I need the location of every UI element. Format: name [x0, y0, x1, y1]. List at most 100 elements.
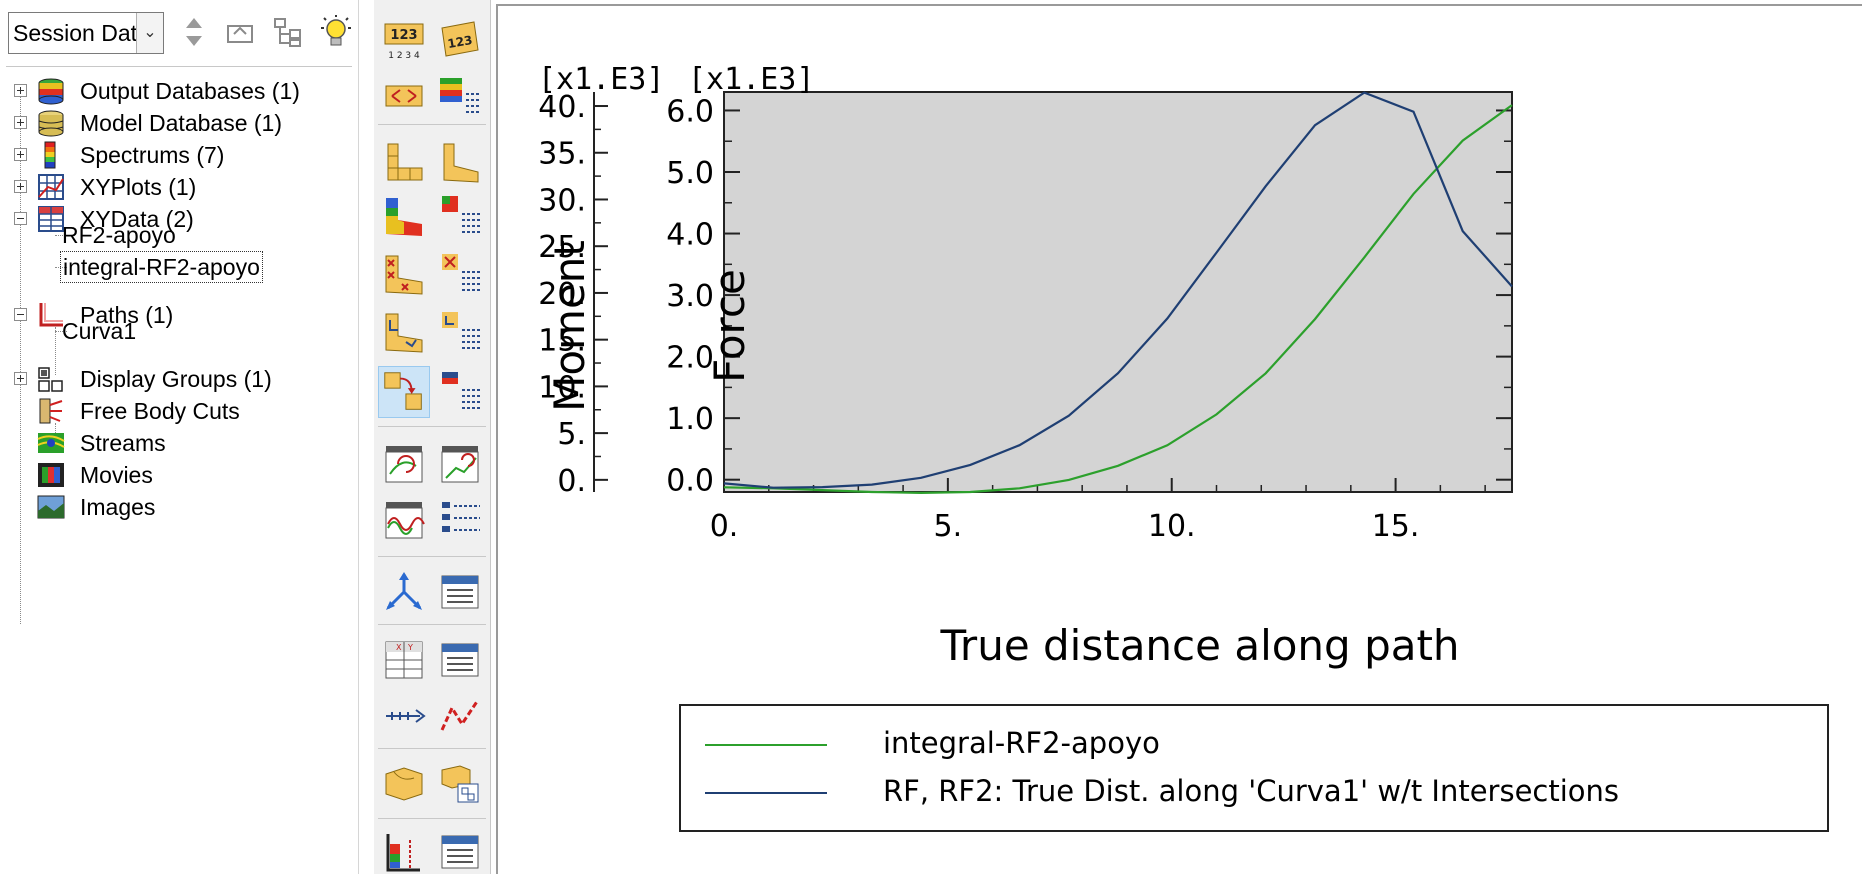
movie-film-icon [36, 461, 66, 489]
tree-item-free-body-cuts[interactable]: Free Body Cuts [6, 395, 346, 427]
left-axis-tick-label: 0. [557, 464, 586, 499]
report-field-output-icon[interactable]: 123 [438, 18, 482, 62]
animate-scale-factor-icon[interactable] [382, 442, 426, 486]
svg-text:1 2 3 4: 1 2 3 4 [388, 51, 420, 61]
expand-icon[interactable] [14, 180, 27, 193]
legend-entry-rf2: RF, RF2: True Dist. along 'Curva1' w/t I… [681, 772, 1827, 812]
plot-allowable-multiple-icon[interactable] [378, 366, 430, 418]
tree-label: integral-RF2-apoyo [60, 251, 263, 283]
model-tree: Output Databases (1) Model Database (1) … [6, 66, 352, 867]
legend-swatch [705, 744, 827, 746]
image-icon [36, 493, 66, 521]
right-axis-tick-label: 1.0 [666, 402, 714, 437]
tree-item-movies[interactable]: Movies [6, 459, 346, 491]
tree-item-curva1[interactable]: Curva1 [6, 315, 206, 347]
tree-structure-icon[interactable] [270, 14, 306, 50]
tree-item-streams[interactable]: Streams [6, 427, 346, 459]
svg-text:Y: Y [407, 643, 413, 652]
visualization-toolbox: 123 1 2 3 4 123 [374, 0, 491, 874]
x-axis-title: True distance along path [939, 621, 1459, 670]
tree-label: Images [80, 491, 155, 523]
tree-item-spectrums[interactable]: Spectrums (7) [6, 139, 346, 171]
tree-label: RF2-apoyo [62, 219, 176, 251]
plot-stream-icon[interactable] [382, 830, 426, 874]
view-cut-options-icon[interactable] [438, 570, 482, 614]
query-distance-icon[interactable] [382, 74, 426, 118]
plot-contours-icon[interactable] [382, 194, 426, 238]
legend-entry-integral: integral-RF2-apoyo [681, 724, 1827, 764]
tree-item-images[interactable]: Images [6, 491, 346, 523]
tree-item-integral-rf2-apoyo[interactable]: integral-RF2-apoyo [6, 251, 246, 283]
tree-label: Model Database (1) [80, 107, 282, 139]
superimpose-options-icon[interactable] [438, 370, 482, 414]
svg-text:123: 123 [390, 28, 417, 43]
plot-material-orientations-icon[interactable] [382, 310, 426, 354]
tree-item-xyplots[interactable]: XYPlots (1) [6, 171, 346, 203]
chevron-down-icon[interactable]: ⌄ [136, 13, 163, 53]
expand-icon[interactable] [14, 84, 27, 97]
legend[interactable]: integral-RF2-apoyo RF, RF2: True Dist. a… [679, 704, 1829, 832]
animation-options-icon[interactable] [438, 498, 482, 542]
expand-icon[interactable] [14, 116, 27, 129]
animate-time-history-icon[interactable] [438, 442, 482, 486]
xy-data-manager-icon[interactable] [438, 638, 482, 682]
tree-label: Streams [80, 427, 166, 459]
probe-values-icon[interactable]: 123 1 2 3 4 [382, 18, 426, 62]
tree-item-rf2-apoyo[interactable]: RF2-apoyo [6, 219, 206, 251]
session-data-dropdown[interactable]: Session Data ⌄ [8, 12, 164, 54]
left-axis-multiplier: [x1.E3] [538, 62, 664, 97]
legend-label: integral-RF2-apoyo [883, 726, 1160, 760]
contour-options-icon[interactable] [438, 194, 482, 238]
right-axis-tick-label: 0.0 [666, 464, 714, 499]
expand-icon[interactable] [14, 148, 27, 161]
model-database-icon [36, 109, 66, 137]
model-tree-panel: Session Data ⌄ Output Databases (1) [0, 0, 359, 874]
legend-swatch [705, 792, 827, 794]
lightbulb-icon[interactable] [318, 14, 354, 50]
tree-label: Movies [80, 459, 153, 491]
right-axis-title: Force [705, 269, 754, 383]
spectrum-icon [36, 141, 66, 169]
odb-display-options-icon[interactable] [438, 74, 482, 118]
left-axis-tick-label: 35. [538, 137, 586, 172]
x-axis-tick-label: 5. [934, 509, 963, 544]
tree-label: Curva1 [62, 315, 136, 347]
symbol-options-icon[interactable] [438, 252, 482, 296]
tree-label: Spectrums (7) [80, 139, 224, 171]
expand-icon[interactable] [14, 372, 27, 385]
tree-label: Free Body Cuts [80, 395, 240, 427]
svg-text:X: X [396, 643, 402, 652]
x-axis-tick-label: 0. [710, 509, 739, 544]
curve-options-icon[interactable] [438, 694, 482, 738]
stream-manager-icon[interactable] [438, 830, 482, 874]
streams-icon [36, 429, 66, 457]
display-group-manager-icon[interactable] [438, 762, 482, 806]
free-body-cut-manager-icon[interactable] [382, 762, 426, 806]
tree-item-output-databases[interactable]: Output Databases (1) [6, 75, 346, 107]
right-axis-tick-label: 6.0 [666, 94, 714, 129]
plot-deformed-shape-icon[interactable] [438, 140, 482, 184]
orientation-options-icon[interactable] [438, 310, 482, 354]
plot-symbols-icon[interactable] [382, 252, 426, 296]
right-axis-multiplier: [x1.E3] [688, 62, 814, 97]
tree-label: XYPlots (1) [80, 171, 196, 203]
axis-options-icon[interactable] [382, 694, 426, 738]
session-data-value: Session Data [13, 20, 150, 46]
tree-label: Display Groups (1) [80, 363, 272, 395]
free-body-cut-icon [36, 397, 66, 425]
tree-label: Output Databases (1) [80, 75, 300, 107]
move-up-down-icon[interactable] [176, 14, 212, 50]
tree-item-display-groups[interactable]: Display Groups (1) [6, 363, 346, 395]
go-up-level-icon[interactable] [222, 14, 258, 50]
display-group-icon [36, 365, 66, 393]
animate-harmonic-icon[interactable] [382, 498, 426, 542]
left-axis-tick-label: 5. [557, 417, 586, 452]
plot-undeformed-shape-icon[interactable] [382, 140, 426, 184]
output-database-icon [36, 77, 66, 105]
view-cut-manager-icon[interactable] [382, 570, 426, 614]
tree-item-model-database[interactable]: Model Database (1) [6, 107, 346, 139]
right-axis-tick-label: 5.0 [666, 156, 714, 191]
x-axis-tick-label: 10. [1148, 509, 1196, 544]
